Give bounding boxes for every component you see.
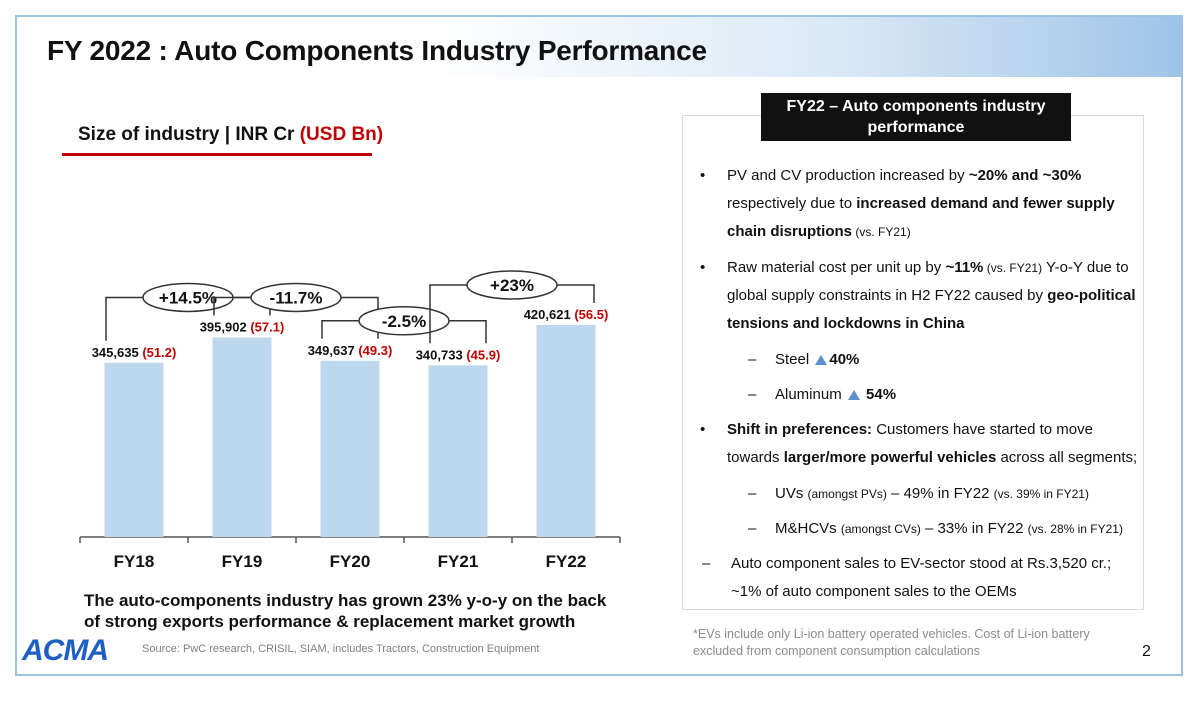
bullet-preferences: • Shift in preferences: Customers have s… [700, 416, 1145, 472]
bullet-note: (vs. FY21) [852, 225, 911, 239]
bar-usd-value: (51.2) [142, 345, 176, 360]
up-triangle-icon [815, 355, 828, 366]
x-tick-label: FY18 [114, 552, 155, 571]
subtitle-main: Size of industry | INR Cr [78, 124, 300, 145]
growth-label: +14.5% [159, 288, 217, 307]
bullet-bold: ~11% [945, 259, 984, 276]
bullet-bold: geo-political tensions and lockdowns in … [727, 287, 1136, 332]
sub-label: UVs [775, 485, 808, 502]
sub-text: – 49% in FY22 [886, 485, 994, 502]
panel-header: FY22 – Auto components industry performa… [761, 93, 1071, 141]
sub-value: 40% [829, 351, 860, 368]
bullet-marker: • [700, 259, 706, 276]
bar-fy18 [104, 362, 164, 537]
bullet-marker: • [700, 167, 706, 184]
bullet-text: Customers have started to move towards [727, 421, 1093, 466]
dash-marker: – [702, 555, 711, 572]
growth-label: +23% [490, 276, 534, 295]
bullet-bold: increased demand and fewer supply chain … [727, 195, 1115, 240]
summary-text: The auto-components industry has grown 2… [84, 591, 607, 631]
bar-inr-value: 340,733 [416, 347, 467, 362]
bar-usd-value: (45.9) [466, 347, 500, 362]
bar-value-label: 340,733 (45.9) [416, 347, 501, 362]
bullet-text: Y-o-Y due to global supply constraints i… [727, 259, 1129, 304]
sub-value: 54% [866, 386, 897, 403]
bar-fy21 [428, 365, 488, 537]
growth-connector [550, 284, 595, 303]
bullet-bold: larger/more powerful vehicles [783, 449, 997, 466]
up-triangle-icon [847, 390, 860, 401]
growth-connector [321, 320, 366, 339]
bullet-bold: Shift in preferences: [727, 421, 873, 438]
source-note: Source: PwC research, CRISIL, SIAM, incl… [142, 643, 540, 655]
sub-item-aluminum: – Aluminum 54% [700, 381, 1145, 409]
bar-usd-value: (56.5) [574, 307, 608, 322]
sub-note: (amongst PVs) [807, 487, 887, 501]
sub-item-uvs: – UVs (amongst PVs) – 49% in FY22 (vs. 3… [700, 480, 1145, 508]
chart-subtitle: Size of industry | INR Cr (USD Bn) [78, 124, 383, 146]
bullet-ev-sales: – Auto component sales to EV-sector stoo… [700, 550, 1145, 606]
sub-text: – 33% in FY22 [920, 520, 1028, 537]
bar-inr-value: 349,637 [308, 343, 359, 358]
bar-fy19 [212, 337, 272, 537]
sub-note: (amongst CVs) [840, 522, 921, 536]
growth-connector [442, 320, 487, 344]
title-bar [17, 17, 1181, 77]
growth-bubble [466, 270, 558, 300]
bar-inr-value: 420,621 [524, 307, 575, 322]
growth-bubble [250, 282, 342, 313]
bullet-text: PV and CV production increased by [727, 167, 969, 184]
growth-connector [213, 296, 258, 316]
subtitle-unit: (USD Bn) [299, 124, 384, 145]
bullet-raw-material: • Raw material cost per unit up by ~11% … [700, 254, 1145, 338]
bar-value-label: 345,635 (51.2) [92, 345, 177, 360]
bar-fy20 [320, 360, 380, 537]
bar-fy22 [536, 325, 596, 537]
x-tick-label: FY19 [222, 552, 263, 571]
bullet-bold: ~20% and ~30% [968, 167, 1082, 184]
bar-inr-value: 395,902 [200, 319, 251, 334]
growth-label: -11.7% [270, 288, 323, 307]
growth-connector [429, 284, 474, 344]
panel-bullets: • PV and CV production increased by ~20%… [700, 162, 1145, 606]
sub-note: (vs. 39% in FY21) [993, 487, 1089, 501]
bar-value-label: 395,902 (57.1) [200, 319, 285, 334]
x-tick-label: FY22 [546, 552, 587, 571]
slide-frame [15, 15, 1183, 676]
dash-marker: – [748, 386, 757, 403]
bullet-marker: • [700, 421, 706, 438]
x-tick-label: FY20 [330, 552, 371, 571]
footnote: *EVs include only Li-ion battery operate… [693, 627, 1090, 658]
bullet-text: respectively due to [727, 195, 857, 212]
sub-label: Aluminum [775, 386, 846, 403]
growth-bubble [358, 306, 450, 336]
x-tick-label: FY21 [438, 552, 479, 571]
dash-marker: – [748, 485, 757, 502]
acma-logo: ACMA [22, 634, 109, 667]
bullet-production: • PV and CV production increased by ~20%… [700, 162, 1145, 246]
bar-inr-value: 345,635 [92, 345, 143, 360]
bar-value-label: 349,637 (49.3) [308, 343, 393, 358]
sub-label: Steel [775, 351, 814, 368]
sub-item-mhcvs: – M&HCVs (amongst CVs) – 33% in FY22 (vs… [700, 515, 1145, 543]
industry-size-chart: 345,635 (51.2) FY18 395,902 (57.1) FY19 349,… [79, 270, 621, 571]
page-number: 2 [1142, 643, 1151, 660]
bar-value-label: 420,621 (56.5) [524, 307, 609, 322]
bar-usd-value: (49.3) [358, 343, 392, 358]
bar-usd-value: (57.1) [250, 319, 284, 334]
bullet-note: (vs. FY21) [983, 261, 1043, 275]
sub-item-steel: – Steel 40% [700, 346, 1145, 374]
subtitle-underline [62, 153, 372, 156]
bullet-text: across all segments; [996, 449, 1138, 466]
dash-marker: – [748, 520, 757, 537]
dash-marker: – [748, 351, 757, 368]
sub-note: (vs. 28% in FY21) [1027, 522, 1123, 536]
growth-label: -2.5% [382, 312, 426, 331]
sub-label: M&HCVs [775, 520, 841, 537]
growth-connector [105, 296, 150, 341]
slide-title: FY 2022 : Auto Components Industry Perfo… [47, 35, 707, 66]
bullet-text: Auto component sales to EV-sector stood … [731, 555, 1112, 600]
bullet-text: Raw material cost per unit up by [727, 259, 946, 276]
